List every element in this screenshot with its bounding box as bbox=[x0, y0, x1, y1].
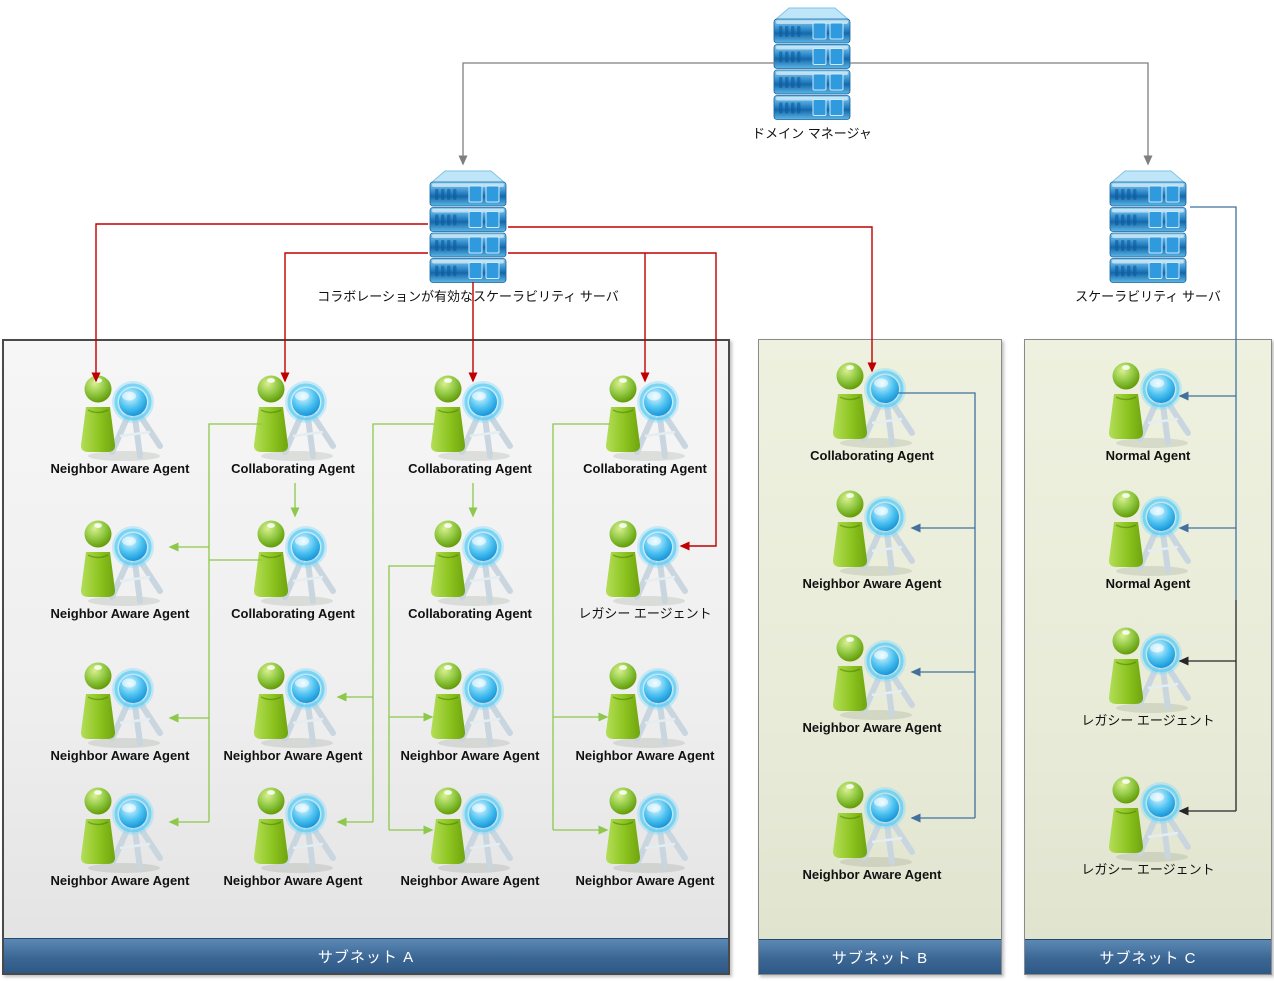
agent-subnet-a-12: Neighbor Aware Agent bbox=[555, 661, 735, 763]
agent-subnet-a-4: Collaborating Agent bbox=[555, 374, 735, 476]
agent-label: Neighbor Aware Agent bbox=[400, 748, 540, 763]
agent-subnet-b-4: Neighbor Aware Agent bbox=[782, 780, 962, 882]
agent-label: Collaborating Agent bbox=[231, 606, 355, 621]
agent-subnet-a-14: Neighbor Aware Agent bbox=[203, 786, 383, 888]
agent-subnet-c-1: Normal Agent bbox=[1058, 361, 1238, 463]
agent-label: Collaborating Agent bbox=[231, 461, 355, 476]
agent-subnet-a-1: Neighbor Aware Agent bbox=[30, 374, 210, 476]
agent-label: Collaborating Agent bbox=[408, 461, 532, 476]
agent-icon bbox=[420, 374, 520, 462]
agent-subnet-a-15: Neighbor Aware Agent bbox=[380, 786, 560, 888]
agent-subnet-a-7: Collaborating Agent bbox=[380, 519, 560, 621]
agent-subnet-b-2: Neighbor Aware Agent bbox=[782, 489, 962, 591]
agent-label: レガシー エージェント bbox=[1081, 713, 1215, 728]
subnet-c-title-bar: サブネット C bbox=[1025, 939, 1271, 974]
collab-scalability-server-label: コラボレーションが有効なスケーラビリティ サーバ bbox=[317, 289, 619, 304]
subnet-c-label: サブネット C bbox=[1099, 949, 1197, 967]
agent-label: Neighbor Aware Agent bbox=[50, 748, 190, 763]
agent-icon bbox=[595, 661, 695, 749]
agent-label: Neighbor Aware Agent bbox=[400, 873, 540, 888]
agent-subnet-a-11: Neighbor Aware Agent bbox=[380, 661, 560, 763]
connector-gray bbox=[850, 62, 1153, 166]
agent-label: Neighbor Aware Agent bbox=[802, 720, 942, 735]
agent-label: Normal Agent bbox=[1105, 448, 1191, 463]
scalability-server: スケーラビリティ サーバ bbox=[1075, 166, 1221, 304]
agent-label: Collaborating Agent bbox=[408, 606, 532, 621]
agent-subnet-b-1: Collaborating Agent bbox=[782, 361, 962, 463]
agent-label: Neighbor Aware Agent bbox=[223, 748, 363, 763]
agent-label: Normal Agent bbox=[1105, 576, 1191, 591]
agent-label: Collaborating Agent bbox=[810, 448, 934, 463]
agent-subnet-a-2: Collaborating Agent bbox=[203, 374, 383, 476]
agent-label: レガシー エージェント bbox=[578, 606, 712, 621]
server-icon bbox=[767, 3, 857, 121]
agent-subnet-c-4: レガシー エージェント bbox=[1058, 775, 1238, 877]
agent-icon bbox=[822, 780, 922, 868]
domain-manager-label: ドメイン マネージャ bbox=[752, 126, 872, 141]
agent-label: Neighbor Aware Agent bbox=[802, 576, 942, 591]
agent-label: Collaborating Agent bbox=[583, 461, 707, 476]
agent-icon bbox=[243, 519, 343, 607]
subnet-a-title-bar: サブネット A bbox=[4, 938, 728, 973]
agent-icon bbox=[70, 786, 170, 874]
collab-scalability-server: コラボレーションが有効なスケーラビリティ サーバ bbox=[317, 166, 619, 304]
agent-icon bbox=[243, 661, 343, 749]
agent-subnet-a-8: レガシー エージェント bbox=[555, 519, 735, 621]
agent-icon bbox=[1098, 489, 1198, 577]
connector-gray bbox=[458, 62, 775, 166]
agent-label: Neighbor Aware Agent bbox=[50, 873, 190, 888]
agent-icon bbox=[70, 661, 170, 749]
agent-icon bbox=[822, 361, 922, 449]
agent-icon bbox=[420, 661, 520, 749]
agent-subnet-c-3: レガシー エージェント bbox=[1058, 626, 1238, 728]
agent-icon bbox=[243, 374, 343, 462]
agent-subnet-c-2: Normal Agent bbox=[1058, 489, 1238, 591]
agent-icon bbox=[595, 519, 695, 607]
agent-icon bbox=[595, 374, 695, 462]
agent-icon bbox=[595, 786, 695, 874]
agent-subnet-a-3: Collaborating Agent bbox=[380, 374, 560, 476]
agent-icon bbox=[822, 489, 922, 577]
agent-icon bbox=[243, 786, 343, 874]
agent-label: Neighbor Aware Agent bbox=[575, 748, 715, 763]
agent-icon bbox=[70, 374, 170, 462]
agent-icon bbox=[1098, 626, 1198, 714]
agent-icon bbox=[420, 786, 520, 874]
agent-icon bbox=[1098, 361, 1198, 449]
agent-icon bbox=[822, 633, 922, 721]
subnet-b-label: サブネット B bbox=[831, 949, 929, 967]
agent-label: Neighbor Aware Agent bbox=[50, 461, 190, 476]
agent-subnet-b-3: Neighbor Aware Agent bbox=[782, 633, 962, 735]
subnet-a-label: サブネット A bbox=[317, 948, 415, 966]
agent-subnet-a-10: Neighbor Aware Agent bbox=[203, 661, 383, 763]
agent-subnet-a-9: Neighbor Aware Agent bbox=[30, 661, 210, 763]
agent-icon bbox=[420, 519, 520, 607]
agent-subnet-a-16: Neighbor Aware Agent bbox=[555, 786, 735, 888]
agent-label: Neighbor Aware Agent bbox=[50, 606, 190, 621]
agent-label: Neighbor Aware Agent bbox=[802, 867, 942, 882]
server-icon bbox=[423, 166, 513, 284]
agent-label: レガシー エージェント bbox=[1081, 862, 1215, 877]
agent-subnet-a-13: Neighbor Aware Agent bbox=[30, 786, 210, 888]
agent-icon bbox=[1098, 775, 1198, 863]
agent-subnet-a-6: Collaborating Agent bbox=[203, 519, 383, 621]
scalability-server-label: スケーラビリティ サーバ bbox=[1075, 289, 1221, 304]
agent-icon bbox=[70, 519, 170, 607]
agent-label: Neighbor Aware Agent bbox=[575, 873, 715, 888]
subnet-b-title-bar: サブネット B bbox=[759, 939, 1001, 974]
domain-manager: ドメイン マネージャ bbox=[752, 3, 872, 141]
server-icon bbox=[1103, 166, 1193, 284]
agent-label: Neighbor Aware Agent bbox=[223, 873, 363, 888]
agent-subnet-a-5: Neighbor Aware Agent bbox=[30, 519, 210, 621]
